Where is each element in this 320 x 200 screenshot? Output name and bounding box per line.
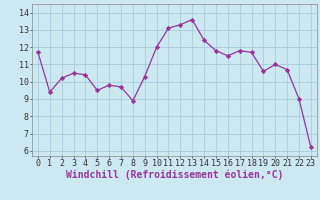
X-axis label: Windchill (Refroidissement éolien,°C): Windchill (Refroidissement éolien,°C) (66, 170, 283, 180)
